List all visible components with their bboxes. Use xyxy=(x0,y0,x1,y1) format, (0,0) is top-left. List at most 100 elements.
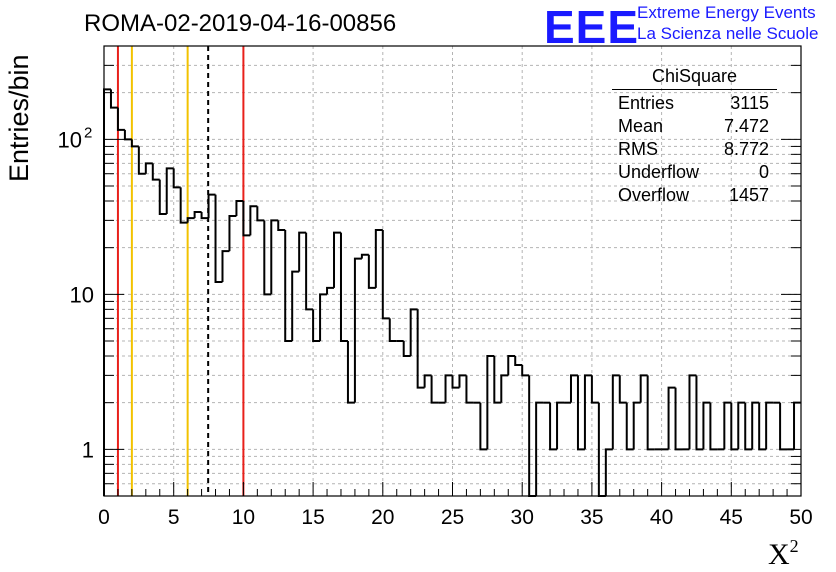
histogram-bin xyxy=(486,355,495,450)
x-tick-label: 25 xyxy=(441,506,464,529)
histogram-bin xyxy=(618,375,627,404)
histogram-bin xyxy=(103,88,111,496)
x-tick-label: 45 xyxy=(720,506,743,529)
stats-value: 7.472 xyxy=(723,116,769,136)
x-axis-label: X2 xyxy=(768,536,799,572)
histogram-bin xyxy=(221,250,230,283)
y-tick-exponent: 2 xyxy=(84,124,92,141)
histogram-bin xyxy=(165,167,174,214)
y-axis-label: Entries/bin xyxy=(4,54,34,182)
x-tick-label: 35 xyxy=(580,506,603,529)
histogram-bin xyxy=(123,129,132,141)
histogram-bin xyxy=(590,375,599,404)
x-tick-label: 20 xyxy=(371,506,394,529)
histogram-bin xyxy=(576,375,585,451)
histogram-bin xyxy=(758,402,767,451)
histogram-bin xyxy=(158,179,167,215)
histogram-bin xyxy=(319,293,328,341)
eee-logo: EEE xyxy=(544,1,640,53)
histogram-bin xyxy=(500,374,509,403)
histogram-bin xyxy=(339,232,348,342)
histogram-bin xyxy=(569,374,578,403)
stats-value: 3115 xyxy=(730,93,769,113)
x-axis-label-base: X xyxy=(768,538,790,571)
histogram-bin xyxy=(333,231,341,288)
histogram-bin xyxy=(305,232,314,311)
histogram-bin xyxy=(367,254,376,289)
histogram-bin xyxy=(284,230,293,342)
histogram-bin xyxy=(667,386,676,450)
histogram-bin xyxy=(604,448,613,496)
histogram-bin xyxy=(270,219,279,295)
histogram-bin xyxy=(130,139,139,148)
histogram-bin xyxy=(521,365,530,377)
x-tick-label: 0 xyxy=(98,506,110,529)
histogram-bin xyxy=(793,401,801,450)
histogram-bin xyxy=(374,229,383,288)
histogram-bin xyxy=(583,374,592,450)
x-tick-label: 15 xyxy=(301,506,324,529)
histogram-bin xyxy=(465,375,474,404)
histogram-bin xyxy=(409,308,418,357)
histogram-bin xyxy=(549,402,558,451)
histogram-bin xyxy=(214,194,223,284)
stats-value: 8.772 xyxy=(723,139,769,159)
histogram-bin xyxy=(186,217,195,223)
histogram-bin xyxy=(451,375,460,389)
histogram-bin xyxy=(242,201,251,237)
x-tick-label: 10 xyxy=(232,506,255,529)
histogram-bin xyxy=(730,402,739,451)
histogram-bin xyxy=(172,168,181,189)
histogram-bin xyxy=(381,230,390,320)
histogram-bin xyxy=(702,401,711,450)
stats-row-overflow: Overflow 1457 xyxy=(612,184,777,207)
histogram-bin xyxy=(507,355,516,376)
y-tick-label: 10 xyxy=(58,127,82,152)
y-tick-label: 1 xyxy=(82,437,94,462)
axis-ticks xyxy=(103,45,802,497)
grid-lines xyxy=(104,45,801,497)
histogram-bin xyxy=(137,146,146,175)
histogram-bin xyxy=(674,387,683,451)
x-tick-label: 5 xyxy=(168,506,180,529)
histogram-bin xyxy=(326,286,335,295)
stats-title: ChiSquare xyxy=(612,66,777,90)
histogram-bin xyxy=(751,401,760,450)
stats-row-rms: RMS 8.772 xyxy=(612,138,777,161)
histogram-bin xyxy=(207,193,216,219)
histogram-bin xyxy=(458,374,467,388)
histogram-bin xyxy=(695,375,704,451)
histogram-bin xyxy=(277,220,286,232)
histogram-bin xyxy=(737,401,746,450)
stats-row-mean: Mean 7.472 xyxy=(612,115,777,138)
histogram-bin xyxy=(493,356,502,404)
histogram-bin xyxy=(625,402,634,451)
histogram-bin xyxy=(291,270,300,341)
histogram-bin xyxy=(151,163,160,181)
histogram-bin xyxy=(228,215,237,252)
histogram-bin xyxy=(444,374,453,403)
histogram-bin xyxy=(688,374,697,450)
histogram-bin xyxy=(416,309,425,389)
x-tick-label: 50 xyxy=(789,506,812,529)
histogram-bin xyxy=(514,356,523,367)
stats-row-underflow: Underflow 0 xyxy=(612,161,777,184)
histogram-bin xyxy=(249,205,258,236)
histogram-bin xyxy=(179,187,188,224)
x-tick-label: 40 xyxy=(650,506,673,529)
stats-box: ChiSquare Entries 3115 Mean 7.472 RMS 8.… xyxy=(612,66,777,207)
stats-value: 0 xyxy=(758,162,769,182)
histogram-bin xyxy=(312,309,321,342)
histogram-bin xyxy=(723,401,732,450)
stats-row-entries: Entries 3115 xyxy=(612,92,777,115)
histogram-bin xyxy=(388,318,397,342)
stats-label: Overflow xyxy=(618,185,690,205)
stats-value: 1457 xyxy=(728,185,769,205)
x-tick-label: 30 xyxy=(511,506,534,529)
histogram-bin xyxy=(556,401,565,450)
histogram-bin xyxy=(353,257,362,403)
histogram-bin xyxy=(528,375,537,497)
logo-caption-line1: Extreme Energy Events xyxy=(637,3,816,22)
